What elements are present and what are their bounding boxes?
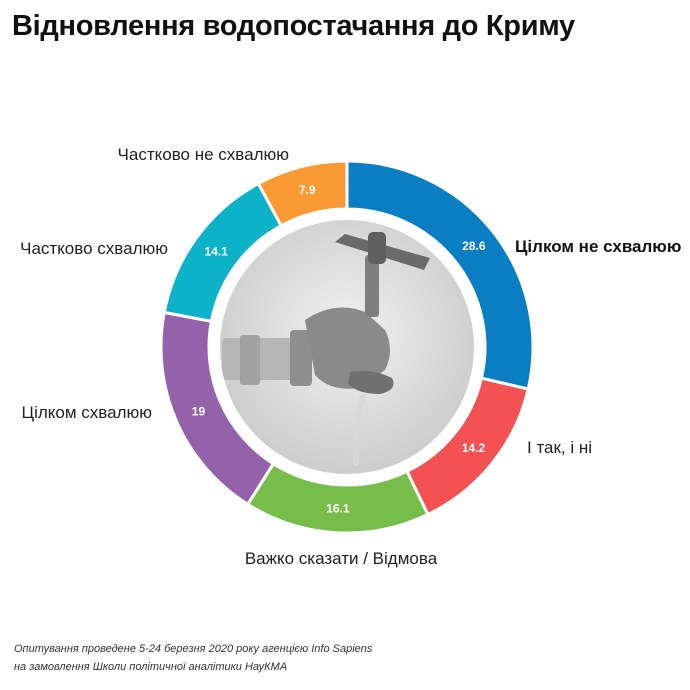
slice-value-label-0: 28.6 <box>462 239 486 253</box>
footnote: Опитування проведене 5-24 березня 2020 р… <box>14 640 372 676</box>
slice-value-label-4: 14.1 <box>204 244 228 258</box>
slice-category-label-1: І так, і ні <box>527 438 592 457</box>
slice-category-label-4: Частково схвалюю <box>20 239 168 258</box>
slice-category-label-5: Частково не схвалюю <box>118 145 290 164</box>
water-tap-icon <box>220 220 474 474</box>
slice-category-label-3: Цілком схвалюю <box>22 403 153 422</box>
donut-slice-2[interactable] <box>245 461 430 535</box>
footnote-line-2: на замовлення Школи політичної аналітики… <box>14 661 288 673</box>
slice-value-label-2: 16.1 <box>326 502 350 516</box>
donut-slice-5[interactable] <box>256 159 349 228</box>
slice-category-label-2: Важко сказати / Відмова <box>245 549 438 568</box>
slice-value-label-1: 14.2 <box>462 441 486 455</box>
slice-value-label-3: 19 <box>192 405 206 419</box>
slice-value-label-5: 7.9 <box>299 183 316 197</box>
slice-category-label-0: Цілком не схвалюю <box>515 237 681 256</box>
chart-title: Відновлення водопостачання до Криму <box>12 10 575 42</box>
footnote-line-1: Опитування проведене 5-24 березня 2020 р… <box>14 643 373 655</box>
